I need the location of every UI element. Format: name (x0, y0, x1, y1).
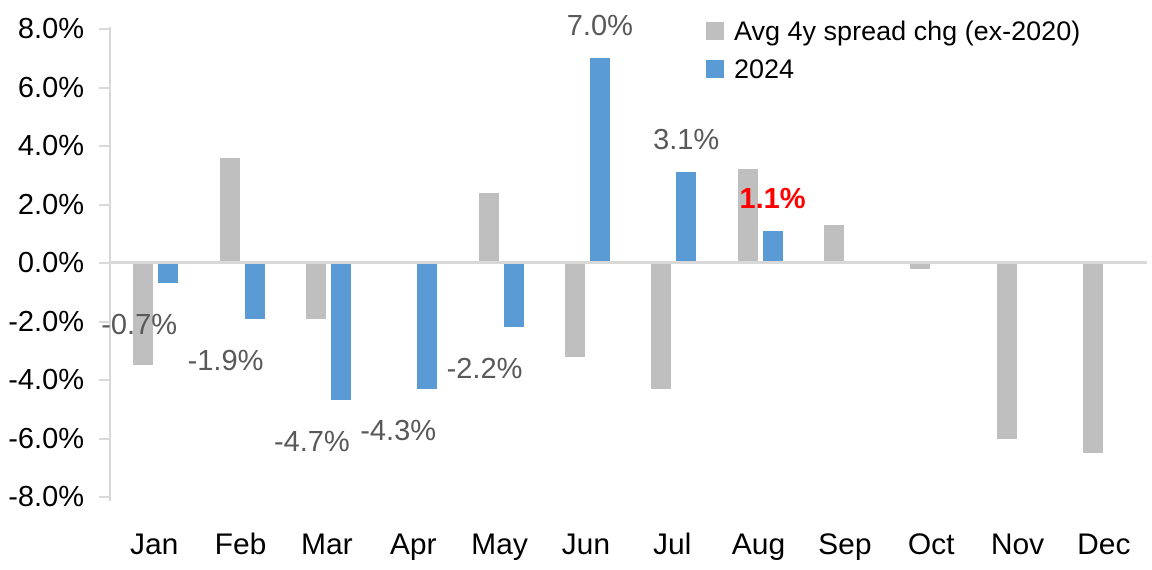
bar-2024-jan (158, 263, 179, 284)
x-axis-label-nov: Nov (990, 528, 1045, 561)
data-label-apr: -4.3% (360, 414, 437, 447)
y-axis-label: -2.0% (8, 305, 84, 338)
bar-avg-aug (737, 169, 758, 263)
bar-avg-oct (910, 263, 931, 269)
bar-2024-mar (330, 263, 351, 401)
x-axis-label-feb: Feb (214, 528, 267, 561)
bar-avg-jul (651, 263, 672, 389)
y-axis-label: 8.0% (17, 13, 84, 45)
x-axis-label-may: May (471, 528, 528, 561)
legend-label-avg: Avg 4y spread chg (ex-2020) (734, 15, 1081, 46)
data-label-may: -2.2% (446, 353, 523, 386)
y-axis-tick (99, 437, 111, 440)
bar-2024-jul (676, 172, 697, 263)
bar-avg-feb (219, 157, 240, 263)
y-axis-tick (99, 86, 111, 89)
legend: Avg 4y spread chg (ex-2020) 2024 (706, 12, 1080, 88)
zero-line (111, 261, 1147, 264)
bar-avg-mar (305, 263, 326, 319)
data-label-jan: -0.7% (101, 309, 178, 342)
y-axis-label: 6.0% (17, 71, 84, 104)
y-axis-label: -4.0% (8, 364, 84, 396)
x-axis-label-aug: Aug (731, 528, 786, 561)
bar-avg-sep (823, 224, 844, 263)
x-axis-label-apr: Apr (389, 528, 437, 561)
legend-swatch-avg-icon (706, 22, 724, 40)
x-axis-label-dec: Dec (1077, 528, 1131, 561)
y-axis-label: -6.0% (8, 422, 84, 455)
bar-avg-jun (564, 263, 585, 357)
data-label-feb: -1.9% (187, 344, 264, 377)
x-axis-label-jan: Jan (129, 528, 179, 561)
bar-avg-jan (133, 263, 154, 366)
legend-label-2024: 2024 (734, 53, 795, 84)
x-axis-label-mar: Mar (300, 528, 353, 561)
bar-2024-apr (417, 263, 438, 389)
data-label-mar: -4.7% (273, 426, 350, 459)
x-axis-label-jul: Jul (652, 528, 692, 561)
data-label-jun: 7.0% (566, 10, 633, 43)
x-axis-label-sep: Sep (818, 528, 872, 561)
y-axis-tick (99, 320, 111, 323)
bar-2024-jun (589, 58, 610, 263)
y-axis-line (109, 27, 111, 501)
bar-2024-aug (762, 230, 783, 263)
y-axis-tick (99, 262, 111, 264)
bar-avg-may (478, 192, 499, 263)
legend-item-2024: 2024 (706, 50, 1080, 88)
data-label-jul: 3.1% (653, 124, 720, 157)
data-label-aug: 1.1% (739, 182, 806, 215)
x-axis-label-oct: Oct (907, 528, 955, 561)
y-axis-label: -8.0% (8, 481, 84, 513)
y-axis-tick (99, 145, 111, 147)
x-axis-label-jun: Jun (561, 528, 611, 561)
legend-item-avg-4y-spread: Avg 4y spread chg (ex-2020) (706, 12, 1080, 50)
bar-2024-feb (244, 263, 265, 319)
legend-swatch-2024-icon (706, 60, 724, 78)
y-axis-tick (99, 203, 111, 206)
bar-avg-nov (996, 263, 1017, 439)
y-axis-tick (99, 496, 111, 498)
y-axis-label: 4.0% (17, 130, 84, 162)
y-axis-tick (99, 28, 111, 30)
y-axis-label: 2.0% (17, 188, 84, 221)
bar-2024-may (503, 263, 524, 328)
y-axis-label: 0.0% (17, 247, 84, 279)
y-axis-tick (99, 379, 111, 381)
bar-avg-dec (1082, 263, 1103, 454)
